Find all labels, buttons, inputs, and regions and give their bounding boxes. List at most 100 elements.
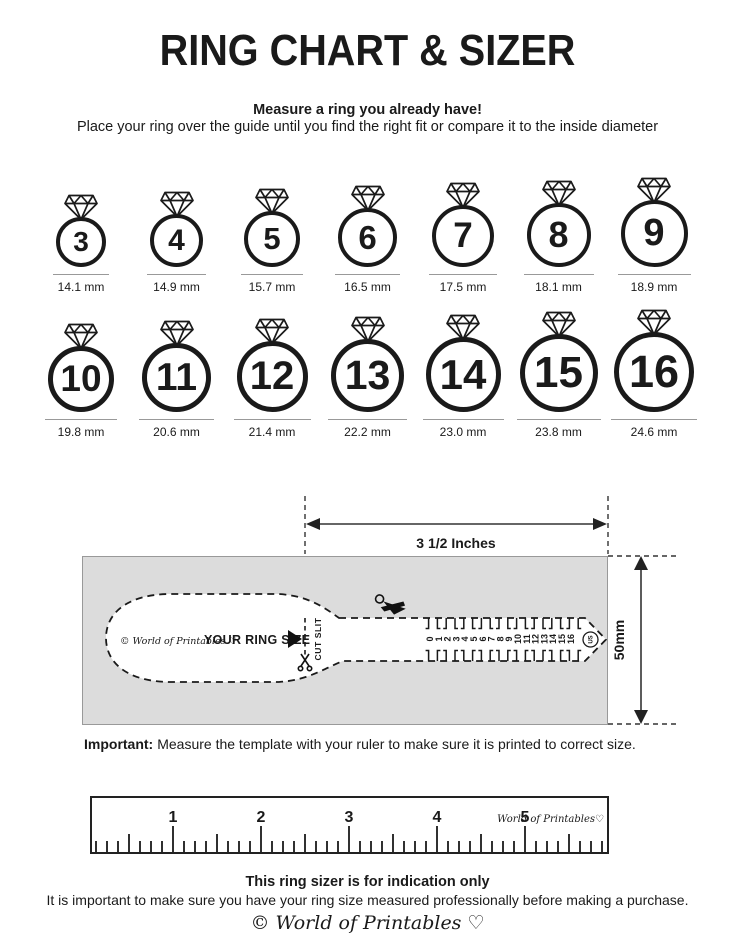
ruler-number: 1 bbox=[169, 809, 178, 826]
scale-tick bbox=[542, 618, 546, 661]
ring-size-circle: 10 bbox=[48, 346, 114, 412]
scissors-small-icon bbox=[297, 653, 313, 672]
diamond-icon bbox=[159, 320, 194, 347]
ring-item: 13 22.2 mm bbox=[321, 315, 415, 439]
ring-diameter-label: 20.6 mm bbox=[153, 425, 200, 439]
ring-item: 12 21.4 mm bbox=[225, 317, 319, 439]
sizer-template-box: © World of Printables ♡ YOUR RING SIZE C… bbox=[82, 556, 608, 725]
diamond-icon bbox=[350, 185, 385, 212]
diamond-icon bbox=[446, 182, 480, 209]
page-title: RING CHART & SIZER bbox=[159, 26, 576, 75]
scale-tick bbox=[548, 618, 553, 661]
ring-diameter-label: 14.9 mm bbox=[153, 280, 200, 294]
scale-number: 4 bbox=[460, 636, 470, 641]
ring-item: 8 18.1 mm bbox=[512, 179, 606, 294]
ring-underline bbox=[241, 274, 303, 275]
ring-diameter-label: 22.2 mm bbox=[344, 425, 391, 439]
diamond-icon bbox=[541, 311, 576, 338]
ring-size-circle: 7 bbox=[432, 205, 494, 267]
ring-item: 9 18.9 mm bbox=[607, 176, 701, 294]
scale-number: 13 bbox=[539, 634, 549, 644]
ring-item: 16 24.6 mm bbox=[607, 308, 701, 439]
scale-tick bbox=[513, 618, 518, 661]
ring-diameter-label: 17.5 mm bbox=[439, 280, 487, 294]
ring-item: 5 15.7 mm bbox=[225, 187, 319, 294]
height-dimension-annotation: 50mm bbox=[608, 555, 678, 725]
scale-number: 8 bbox=[495, 636, 505, 641]
scale-number: 10 bbox=[513, 634, 523, 644]
width-dimension-annotation: 3 1/2 Inches bbox=[304, 496, 609, 554]
ring-diameter-label: 15.7 mm bbox=[248, 280, 296, 294]
ring-size-circle: 8 bbox=[526, 203, 591, 267]
arrow-head-left-icon bbox=[306, 518, 320, 530]
diamond-icon bbox=[255, 188, 289, 215]
scale-tick bbox=[507, 618, 511, 661]
ring-underline bbox=[147, 274, 206, 275]
scale-number: 9 bbox=[504, 636, 514, 641]
scale-tick bbox=[524, 618, 529, 661]
scale-tick bbox=[559, 618, 564, 661]
ring-diameter-label: 14.1 mm bbox=[57, 280, 105, 294]
scale-number: 0 bbox=[425, 636, 435, 641]
sizer-brand-logo: © World of Printables ♡ bbox=[120, 636, 237, 647]
ring-item: 3 14.1 mm bbox=[34, 193, 128, 294]
scale-number: 2 bbox=[443, 636, 453, 641]
ring-diameter-label: 21.4 mm bbox=[248, 425, 296, 439]
ring-size-circle: 5 bbox=[244, 211, 300, 267]
ring-size-circle: 4 bbox=[150, 214, 203, 267]
scale-tick bbox=[531, 618, 535, 661]
diamond-icon bbox=[541, 180, 576, 207]
arrow-head-down-icon bbox=[634, 710, 648, 724]
ring-size-circle: 16 bbox=[614, 332, 694, 412]
scale-number: 15 bbox=[557, 634, 567, 644]
ring-underline bbox=[523, 274, 594, 275]
scale-number: 11 bbox=[522, 634, 532, 644]
ring-item: 7 17.5 mm bbox=[416, 181, 510, 294]
ring-size-circle: 15 bbox=[519, 334, 598, 412]
ring-item: 6 16.5 mm bbox=[321, 184, 415, 294]
scale-number: 16 bbox=[566, 634, 576, 644]
ring-size-circle: 9 bbox=[620, 200, 688, 267]
scale-number: 3 bbox=[451, 636, 461, 641]
ring-size-circle: 11 bbox=[142, 343, 211, 412]
ring-item: 4 14.9 mm bbox=[130, 190, 224, 294]
important-label: Important: bbox=[84, 736, 154, 752]
ring-item: 14 23.0 mm bbox=[416, 313, 510, 439]
ring-size-row-1: 3 14.1 mm 4 14.9 mm 5 15.7 mm 6 16.5 mm 7 17.5 mm… bbox=[34, 176, 701, 294]
ruler-scale: 1 2 3 4 5 World of Printables♡ bbox=[95, 809, 604, 852]
scale-tick bbox=[496, 618, 500, 661]
diamond-icon bbox=[350, 316, 385, 343]
us-badge-circle bbox=[582, 631, 599, 648]
ring-underline bbox=[45, 419, 117, 420]
ring-size-circle: 12 bbox=[236, 341, 308, 412]
width-dimension-label: 3 1/2 Inches bbox=[416, 535, 496, 551]
scale-number: 1 bbox=[434, 636, 444, 641]
scale-tick bbox=[577, 618, 582, 661]
scale-tick bbox=[454, 618, 458, 661]
diamond-icon bbox=[255, 318, 289, 345]
ring-underline bbox=[335, 274, 400, 275]
scale-tick bbox=[443, 618, 447, 661]
ring-underline bbox=[233, 419, 311, 420]
diamond-icon bbox=[637, 177, 671, 204]
ring-size-circle: 13 bbox=[331, 339, 404, 412]
brand-logo: © World of Printables ♡ bbox=[250, 912, 485, 934]
important-note: Important: Measure the template with your… bbox=[84, 736, 636, 752]
pointer-triangle-icon bbox=[288, 630, 302, 648]
diamond-icon bbox=[64, 323, 98, 350]
printable-ruler: 1 2 3 4 5 World of Printables♡ bbox=[90, 796, 609, 854]
ring-diameter-label: 16.5 mm bbox=[344, 280, 391, 294]
scale-tick bbox=[425, 618, 430, 661]
ring-underline bbox=[611, 419, 697, 420]
scale-tick bbox=[489, 618, 494, 661]
scale-number: 7 bbox=[487, 636, 497, 641]
footer-headline: This ring sizer is for indication only bbox=[245, 874, 490, 890]
instructions: Measure a ring you already have! Place y… bbox=[0, 102, 735, 136]
ring-diameter-label: 23.0 mm bbox=[439, 425, 487, 439]
scale-number: 14 bbox=[548, 634, 558, 644]
ring-underline bbox=[139, 419, 214, 420]
ruler-number: 2 bbox=[257, 809, 266, 826]
important-text: Measure the template with your ruler to … bbox=[157, 736, 636, 752]
